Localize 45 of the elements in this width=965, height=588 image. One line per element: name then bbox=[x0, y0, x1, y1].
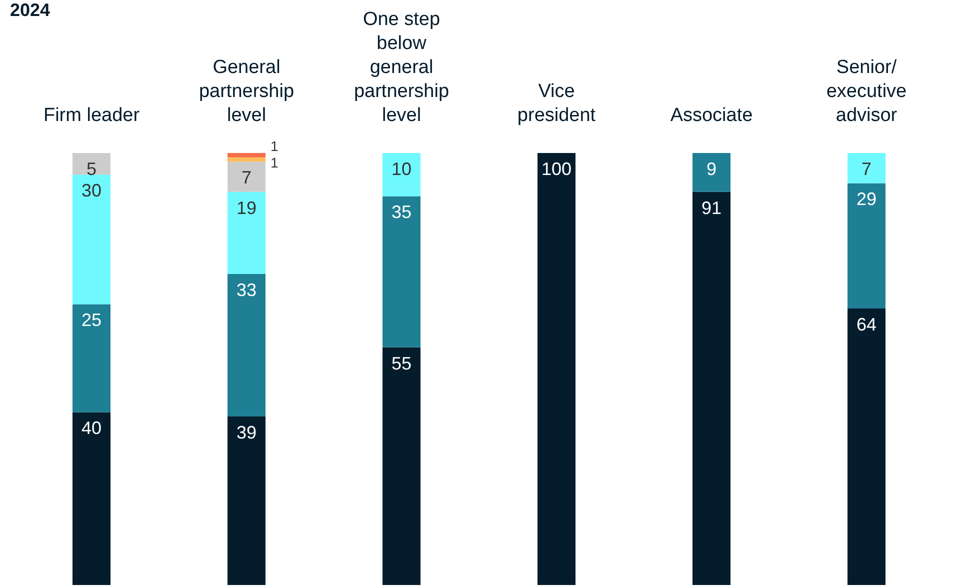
bar bbox=[228, 153, 266, 158]
x-tick-label: Vice president bbox=[517, 81, 596, 126]
x-tick-label: General partnership level bbox=[198, 57, 294, 126]
data-label: 1 bbox=[270, 154, 278, 170]
bar bbox=[72, 153, 110, 175]
data-label: 7 bbox=[861, 159, 872, 179]
bar bbox=[228, 192, 266, 274]
data-label: 40 bbox=[81, 418, 102, 438]
data-label: 29 bbox=[856, 189, 877, 210]
data-label: 55 bbox=[391, 353, 412, 374]
bar bbox=[692, 153, 730, 192]
data-label: 1 bbox=[270, 138, 278, 154]
bar bbox=[228, 416, 266, 585]
bar bbox=[382, 196, 420, 348]
data-label: 9 bbox=[706, 159, 717, 179]
data-label: 10 bbox=[391, 159, 412, 179]
bar bbox=[72, 174, 110, 304]
data-label: 19 bbox=[236, 198, 257, 218]
data-label: 5 bbox=[86, 159, 97, 179]
bar bbox=[228, 274, 266, 417]
x-tick-label: Associate bbox=[670, 105, 753, 126]
bar bbox=[228, 157, 266, 162]
bar bbox=[848, 183, 886, 309]
bar bbox=[382, 153, 420, 196]
bar bbox=[692, 192, 730, 585]
x-tick-label: One step below general partnership level bbox=[354, 9, 450, 126]
x-tick-label: Senior/ executive advisor bbox=[826, 57, 907, 126]
data-label: 39 bbox=[236, 422, 257, 443]
chart-title: 2024 bbox=[10, 0, 50, 20]
bar bbox=[382, 347, 420, 585]
data-label: 64 bbox=[856, 314, 877, 335]
data-label: 25 bbox=[81, 310, 102, 330]
bar bbox=[848, 308, 886, 585]
data-label: 30 bbox=[81, 180, 102, 201]
x-tick-label: Firm leader bbox=[43, 105, 140, 126]
data-label: 33 bbox=[236, 280, 257, 300]
data-label: 100 bbox=[541, 159, 572, 179]
bar bbox=[848, 153, 886, 184]
data-label: 7 bbox=[241, 168, 252, 188]
data-label: 91 bbox=[701, 198, 722, 218]
bar bbox=[72, 412, 110, 585]
bar bbox=[228, 162, 266, 192]
data-label: 35 bbox=[391, 202, 412, 222]
bar bbox=[538, 153, 576, 585]
bar bbox=[72, 304, 110, 412]
